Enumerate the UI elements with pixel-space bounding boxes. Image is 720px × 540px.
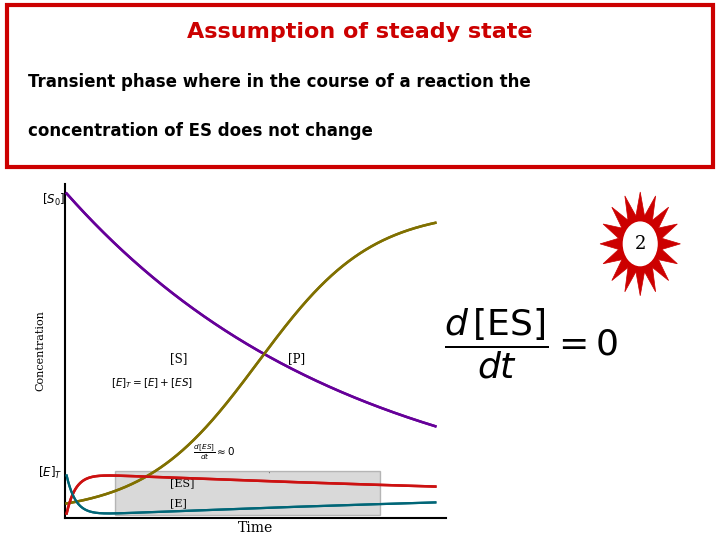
Text: [E]: [E] [170,498,186,508]
FancyBboxPatch shape [7,5,713,167]
Text: [P]: [P] [288,352,305,365]
Text: [S]: [S] [170,352,187,365]
Text: 2: 2 [634,235,646,253]
Text: $\dfrac{d\,[\mathrm{ES}]}{dt} = 0$: $\dfrac{d\,[\mathrm{ES}]}{dt} = 0$ [444,307,618,381]
Text: $[E]_T$: $[E]_T$ [38,465,63,481]
Circle shape [624,222,657,266]
Text: $\frac{d\,[ES]}{dt} \approx 0$: $\frac{d\,[ES]}{dt} \approx 0$ [193,442,235,462]
Text: Transient phase where in the course of a reaction the: Transient phase where in the course of a… [28,73,531,91]
Text: $[E]_T = [E] + [ES]$: $[E]_T = [E] + [ES]$ [111,376,193,390]
X-axis label: Time: Time [238,521,273,535]
Text: [ES]: [ES] [170,478,194,488]
Text: $[S_0]$: $[S_0]$ [42,192,65,208]
Text: concentration of ES does not change: concentration of ES does not change [28,122,373,140]
Text: Assumption of steady state: Assumption of steady state [187,22,533,42]
Text: Concentration: Concentration [35,310,45,392]
Bar [114,470,380,515]
Polygon shape [600,192,680,296]
